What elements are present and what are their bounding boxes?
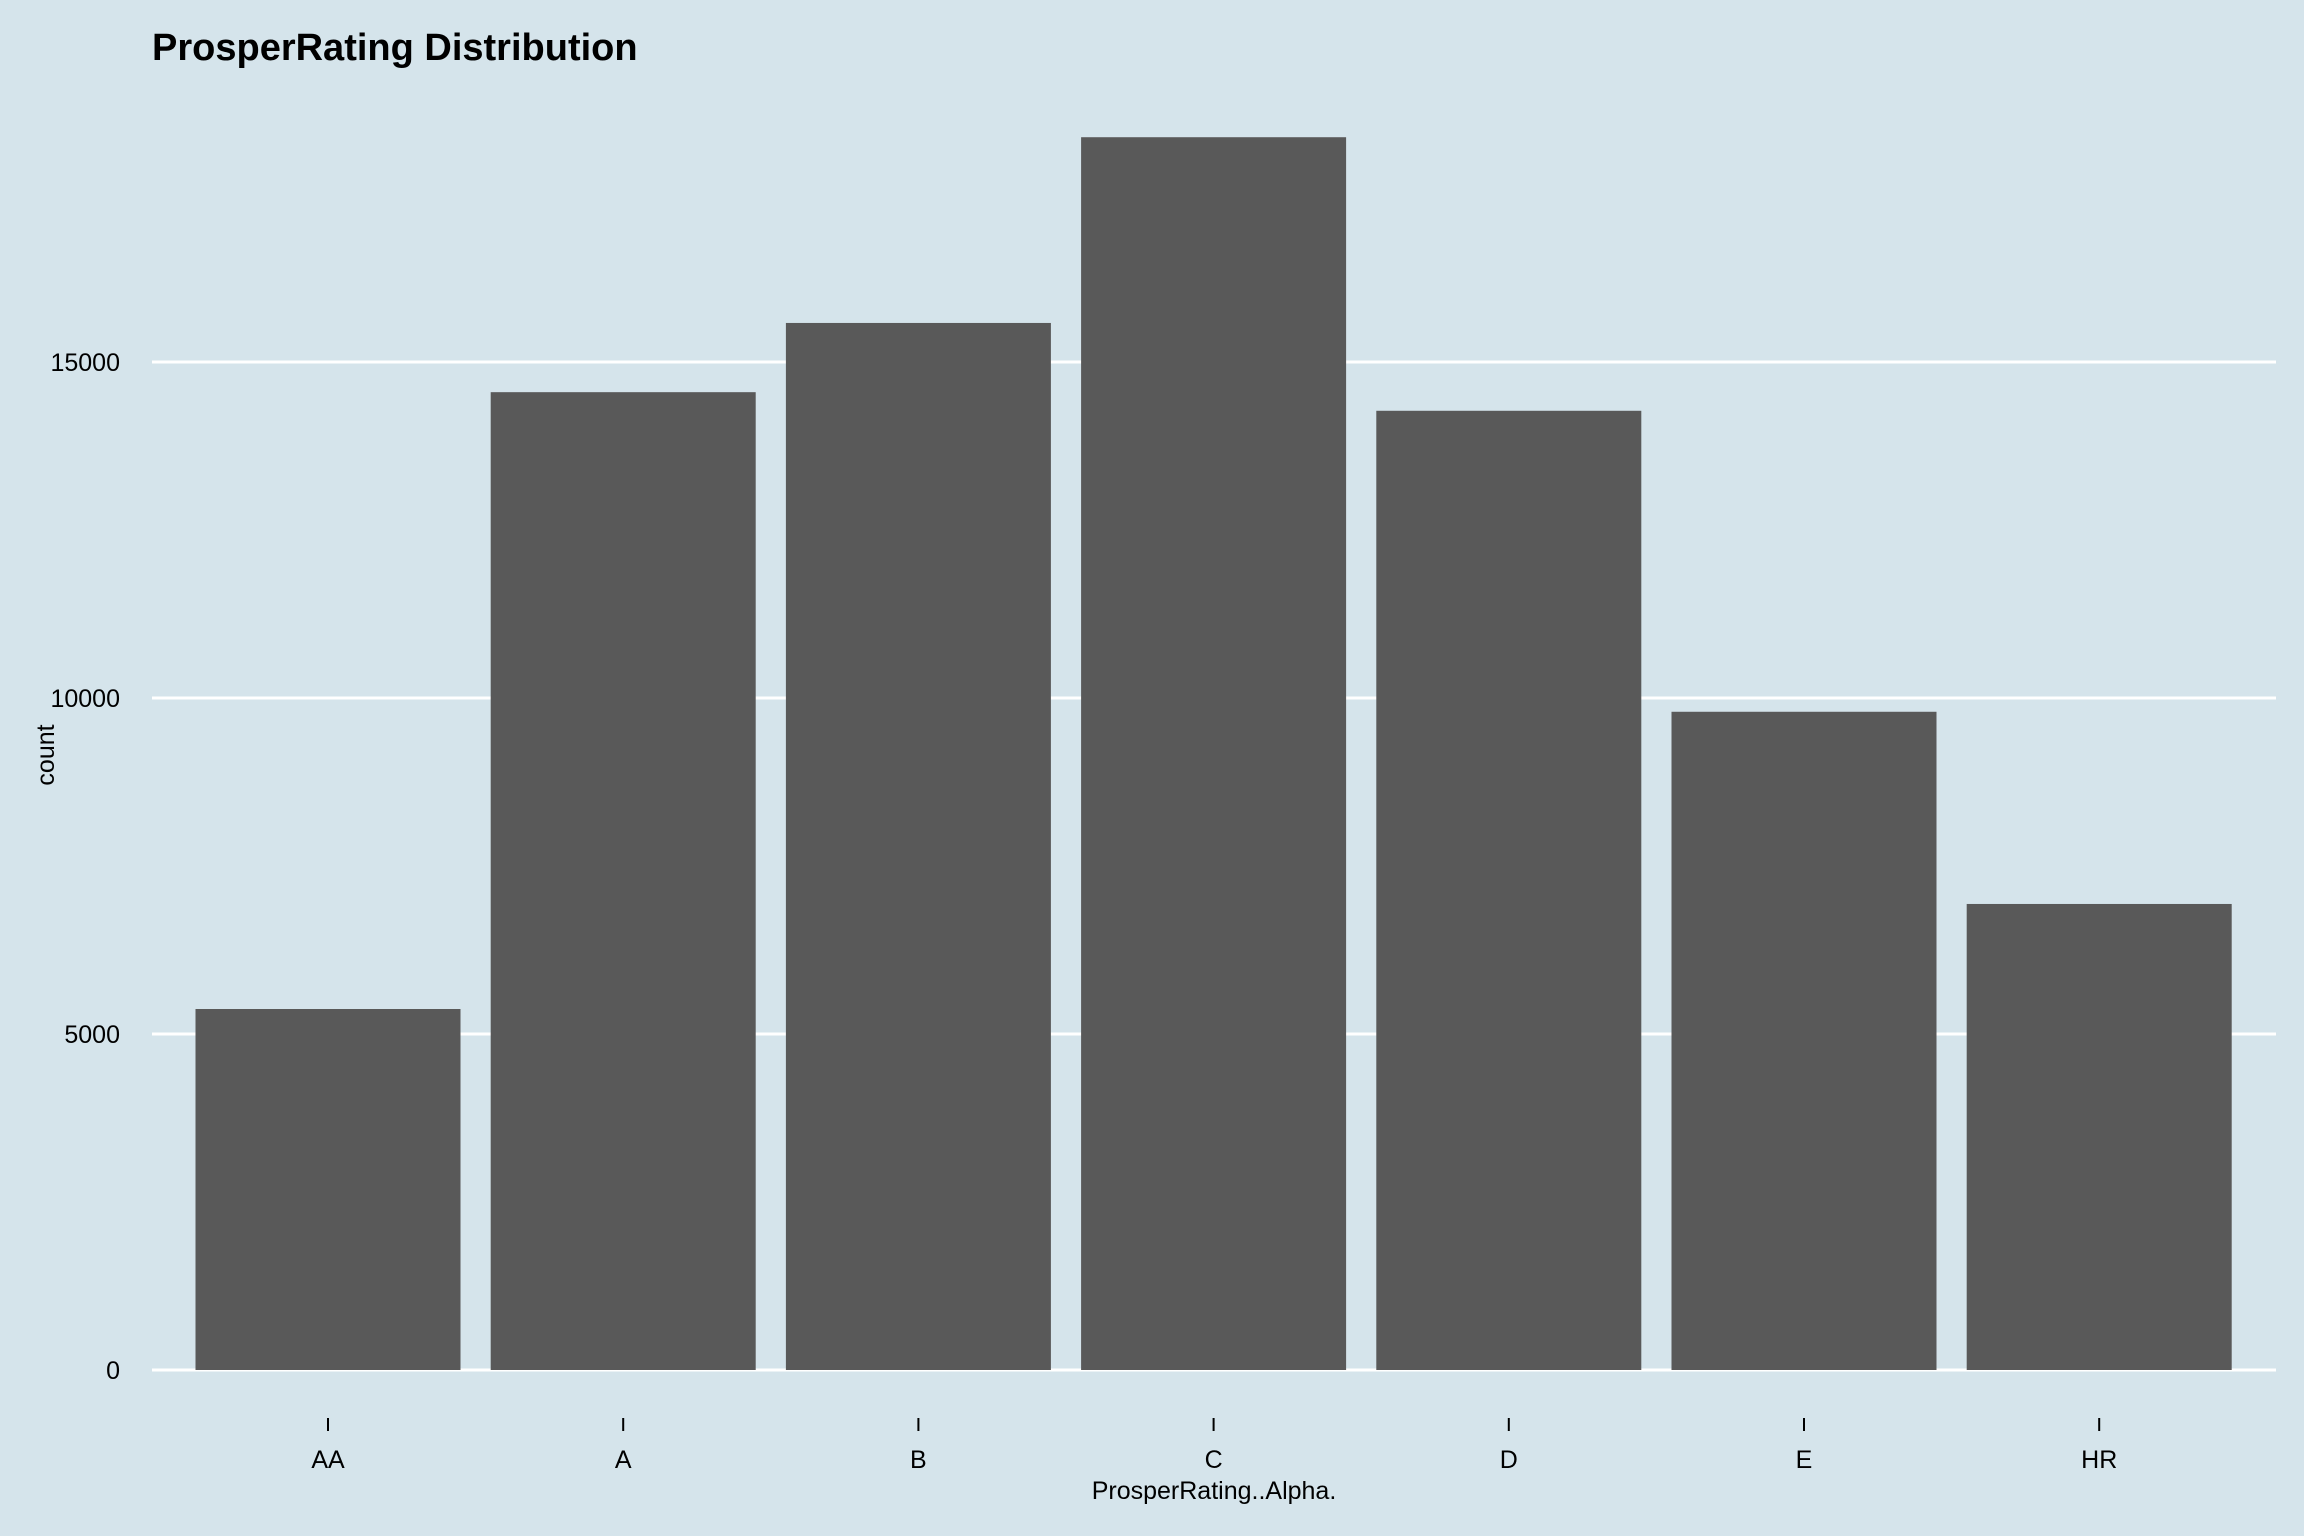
y-axis-label: count bbox=[32, 724, 60, 785]
y-tick-label: 0 bbox=[106, 1357, 120, 1385]
bar-hr bbox=[1966, 903, 2232, 1370]
x-axis-label: ProsperRating..Alpha. bbox=[1092, 1477, 1337, 1505]
bar-e bbox=[1671, 711, 1937, 1370]
x-tick-label: AA bbox=[311, 1446, 345, 1474]
x-tick-label: E bbox=[1796, 1446, 1813, 1474]
bar-b bbox=[785, 322, 1051, 1370]
x-tick-label: C bbox=[1205, 1446, 1223, 1474]
bar-aa bbox=[195, 1009, 461, 1370]
x-tick-label: B bbox=[910, 1446, 927, 1474]
x-tick-label: A bbox=[615, 1446, 632, 1474]
chart-title: ProsperRating Distribution bbox=[152, 27, 638, 69]
bar-c bbox=[1081, 137, 1347, 1370]
bars bbox=[195, 137, 2232, 1370]
bar-d bbox=[1376, 410, 1642, 1370]
y-tick-label: 15000 bbox=[50, 349, 120, 377]
y-tick-label: 10000 bbox=[50, 685, 120, 713]
y-axis-ticks: 0 5000 10000 15000 bbox=[50, 349, 120, 1385]
x-axis-ticks: AA A B C D E HR bbox=[311, 1418, 2117, 1474]
x-tick-label: HR bbox=[2081, 1446, 2117, 1474]
x-tick-label: D bbox=[1500, 1446, 1518, 1474]
y-tick-label: 5000 bbox=[64, 1021, 120, 1049]
bar-a bbox=[490, 392, 756, 1370]
